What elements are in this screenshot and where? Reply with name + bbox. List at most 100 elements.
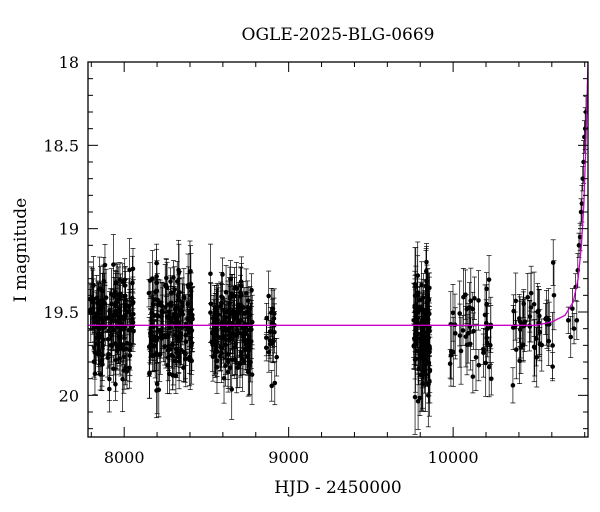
data-point: [93, 312, 99, 376]
data-point: [263, 319, 269, 357]
data-point: [221, 352, 227, 404]
data-point: [420, 323, 426, 389]
data-point: [111, 309, 117, 351]
data-point: [154, 353, 160, 415]
data-point: [227, 308, 233, 339]
data-point: [511, 294, 517, 328]
data-point: [460, 314, 466, 346]
data-point: [166, 289, 172, 321]
data-point: [513, 320, 519, 380]
data-point: [467, 317, 473, 371]
x-tick-label: 8000: [104, 448, 145, 467]
data-point: [543, 302, 549, 335]
data-point: [105, 339, 111, 369]
data-point: [207, 282, 213, 343]
data-point: [159, 321, 165, 350]
data-point: [154, 362, 160, 419]
data-point: [97, 358, 103, 391]
data-point: [249, 344, 255, 405]
data-point: [465, 303, 471, 364]
data-point: [550, 239, 556, 286]
data-point: [427, 306, 433, 357]
x-axis-label: HJD - 2450000: [274, 478, 402, 498]
data-point: [183, 318, 189, 352]
data-point: [180, 353, 186, 383]
data-point: [476, 270, 482, 331]
data-point: [527, 300, 533, 333]
data-point: [225, 280, 231, 342]
data-point: [124, 353, 130, 390]
data-point: [419, 261, 425, 309]
data-point: [423, 333, 429, 388]
data-point: [268, 288, 274, 338]
event-data-point: [565, 306, 571, 334]
data-point: [534, 327, 540, 388]
y-tick-label: 19: [59, 220, 79, 239]
data-point: [177, 278, 183, 343]
y-axis-label: I magnitude: [11, 198, 31, 302]
chart-title: OGLE-2025-BLG-0669: [242, 25, 435, 45]
model-curve: [88, 62, 588, 326]
data-point: [117, 342, 123, 375]
data-point: [411, 312, 417, 365]
data-point: [532, 319, 538, 377]
data-point: [92, 352, 98, 395]
data-point: [170, 260, 176, 295]
x-tick-label: 9000: [268, 448, 309, 467]
data-point: [90, 286, 96, 331]
model-curve-layer: [88, 62, 588, 326]
data-point: [128, 309, 134, 349]
data-point: [525, 272, 531, 322]
data-point: [473, 323, 479, 392]
data-point: [517, 296, 523, 347]
data-point: [487, 325, 493, 365]
data-points-layer: [88, 96, 588, 435]
y-tick-label: 18.5: [43, 136, 79, 155]
data-point: [234, 285, 240, 337]
data-point: [470, 359, 476, 394]
data-point: [167, 332, 173, 367]
data-point: [522, 297, 528, 347]
data-point: [517, 337, 523, 384]
data-point: [168, 267, 174, 296]
data-point: [122, 297, 128, 339]
data-point: [245, 296, 251, 327]
data-point: [476, 349, 482, 382]
data-point: [178, 335, 184, 365]
data-point: [415, 326, 421, 376]
event-data-point: [579, 184, 585, 223]
data-point: [488, 362, 494, 396]
data-point: [229, 273, 235, 314]
data-point: [106, 365, 112, 413]
data-point: [151, 294, 157, 336]
data-point: [488, 305, 494, 350]
data-point: [484, 284, 490, 324]
data-point: [269, 370, 275, 402]
event-data-point: [571, 313, 577, 345]
data-point: [212, 326, 218, 378]
data-point: [551, 260, 557, 331]
data-point: [120, 346, 126, 412]
data-point: [173, 357, 179, 394]
data-point: [539, 318, 545, 372]
data-point: [471, 276, 477, 320]
data-point: [550, 311, 556, 379]
data-point: [249, 273, 255, 307]
data-point: [531, 271, 537, 337]
data-point: [266, 270, 272, 322]
data-point: [118, 291, 124, 344]
data-point: [177, 270, 183, 314]
data-point: [163, 259, 169, 297]
data-point: [510, 367, 516, 404]
plot-area: [88, 62, 588, 435]
data-point: [486, 255, 492, 305]
data-point: [116, 296, 122, 347]
event-data-point: [568, 316, 574, 358]
data-point: [176, 333, 182, 375]
y-tick-label: 18: [59, 53, 79, 72]
event-data-point: [574, 300, 580, 340]
data-point: [245, 330, 251, 363]
data-point: [121, 328, 127, 362]
data-point: [480, 333, 486, 365]
